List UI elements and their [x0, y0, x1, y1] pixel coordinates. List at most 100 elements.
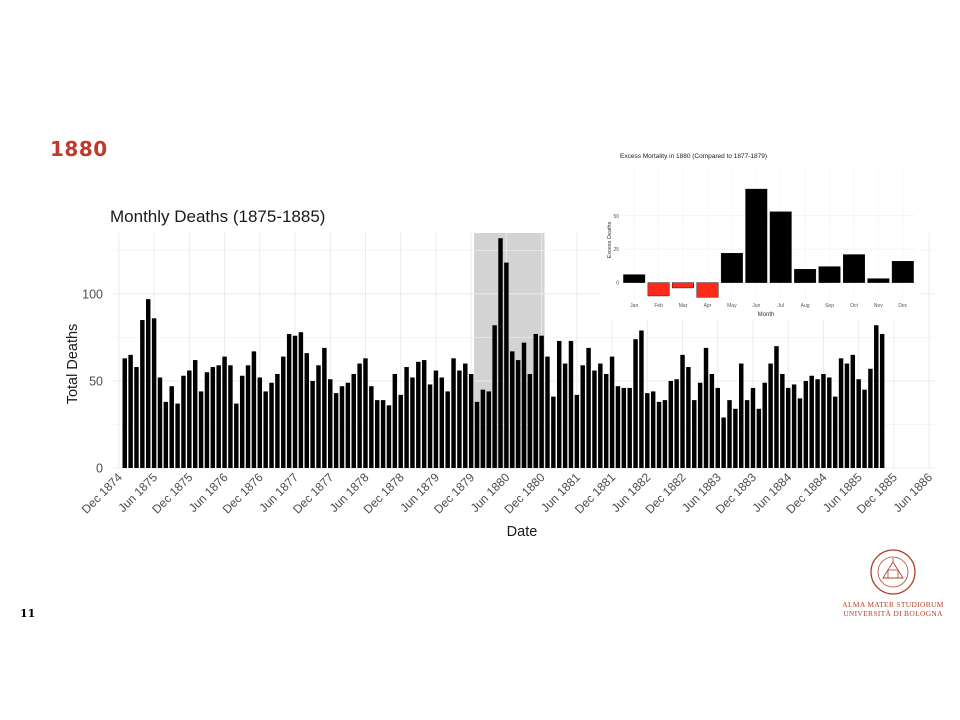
deaths-bar: [151, 318, 157, 468]
deaths-bar: [556, 340, 562, 468]
deaths-bar: [263, 391, 268, 468]
excess-bar: [818, 266, 841, 283]
deaths-bar: [539, 335, 544, 468]
deaths-bar: [709, 374, 715, 468]
deaths-bar: [580, 365, 585, 468]
deaths-bar: [656, 401, 662, 468]
deaths-bar: [668, 380, 674, 468]
inset-x-axis-label: Month: [758, 312, 775, 318]
inset-y-tick-label: 25: [613, 247, 619, 253]
inset-x-tick-label: Sep: [825, 303, 834, 309]
deaths-bar: [692, 400, 697, 468]
deaths-bar: [739, 363, 744, 468]
deaths-bar: [445, 391, 450, 468]
page-number: 11: [20, 607, 36, 620]
deaths-bar: [545, 356, 550, 468]
deaths-bar: [703, 347, 709, 468]
inset-x-tick-label: May: [727, 303, 737, 309]
deaths-bar: [621, 387, 627, 468]
deaths-bar: [380, 400, 386, 468]
excess-bar: [891, 261, 914, 283]
chart-title: Monthly Deaths (1875-1885): [110, 207, 325, 226]
deaths-bar: [562, 363, 568, 468]
deaths-bar: [568, 340, 574, 468]
deaths-bar: [145, 299, 151, 468]
slide-title: 1880: [50, 137, 108, 161]
deaths-bar: [234, 403, 239, 468]
deaths-bar: [809, 375, 814, 468]
deaths-bar: [832, 396, 838, 468]
y-tick-label: 0: [96, 462, 103, 476]
deaths-bar: [192, 360, 198, 468]
excess-bar: [794, 269, 817, 283]
y-axis-label: Total Deaths: [65, 324, 81, 405]
deaths-bar: [386, 405, 392, 468]
deaths-bar: [862, 389, 867, 468]
y-tick-label: 100: [82, 287, 103, 301]
deaths-bar: [774, 346, 779, 468]
deaths-bar: [791, 384, 797, 468]
deaths-bar: [463, 363, 468, 468]
deaths-bar: [122, 358, 127, 468]
deaths-bar: [239, 375, 245, 468]
deaths-bar: [181, 375, 186, 468]
deaths-bar: [856, 379, 861, 468]
deaths-bar: [844, 363, 850, 468]
inset-x-tick-label: Feb: [654, 303, 663, 309]
inset-y-tick-label: 0: [616, 281, 619, 287]
deaths-bar: [609, 356, 615, 468]
deaths-bar: [363, 358, 368, 468]
y-tick-label: 50: [89, 374, 103, 388]
deaths-bar: [404, 367, 409, 468]
deaths-bar: [216, 365, 221, 468]
deaths-bar: [257, 377, 263, 468]
deaths-bar: [533, 333, 538, 468]
highlight-1880-band: [474, 233, 545, 468]
deaths-bar: [468, 374, 474, 468]
deaths-bar: [768, 363, 773, 468]
deaths-bar: [879, 333, 885, 468]
deaths-bar: [198, 391, 204, 468]
deaths-bar: [598, 363, 603, 468]
deaths-bar: [645, 393, 650, 468]
deaths-bar: [421, 360, 427, 468]
deaths-bar: [316, 365, 321, 468]
deaths-bar: [662, 400, 668, 468]
deaths-bar: [486, 391, 492, 468]
excess-bar: [843, 254, 865, 283]
deaths-bar: [134, 367, 139, 468]
deaths-bar: [322, 347, 327, 468]
deaths-bar: [815, 379, 820, 468]
deaths-bar: [351, 374, 356, 468]
deaths-bar: [333, 393, 339, 468]
deaths-bar: [785, 387, 791, 468]
deaths-bar: [169, 386, 174, 468]
inset-x-tick-label: Aug: [801, 303, 810, 309]
inset-y-tick-label: 50: [613, 214, 619, 220]
deaths-bar: [128, 354, 133, 468]
university-name-line-1: ALMA MATER STUDIORUM: [842, 600, 944, 609]
deaths-bar: [515, 360, 521, 468]
inset-x-tick-label: Oct: [850, 303, 858, 309]
deaths-bar: [187, 370, 192, 468]
deaths-bar: [586, 347, 591, 468]
deaths-bar: [521, 342, 527, 468]
deaths-bar: [175, 403, 180, 468]
deaths-bar: [874, 325, 879, 468]
deaths-bar: [439, 377, 445, 468]
deaths-bar: [498, 238, 503, 468]
deaths-bar: [275, 374, 280, 468]
deaths-bar: [140, 320, 145, 468]
deaths-bar: [633, 339, 638, 468]
deaths-bar: [639, 330, 644, 468]
deaths-bar: [527, 374, 533, 468]
inset-chart-title: Excess Mortality in 1880 (Compared to 18…: [620, 153, 767, 160]
deaths-bar: [574, 394, 580, 468]
deaths-bar: [433, 370, 439, 468]
deaths-bar: [304, 353, 309, 468]
deaths-bar: [592, 370, 597, 468]
deaths-bar: [797, 398, 803, 468]
deaths-bar: [292, 335, 298, 468]
deaths-bar: [374, 400, 380, 468]
